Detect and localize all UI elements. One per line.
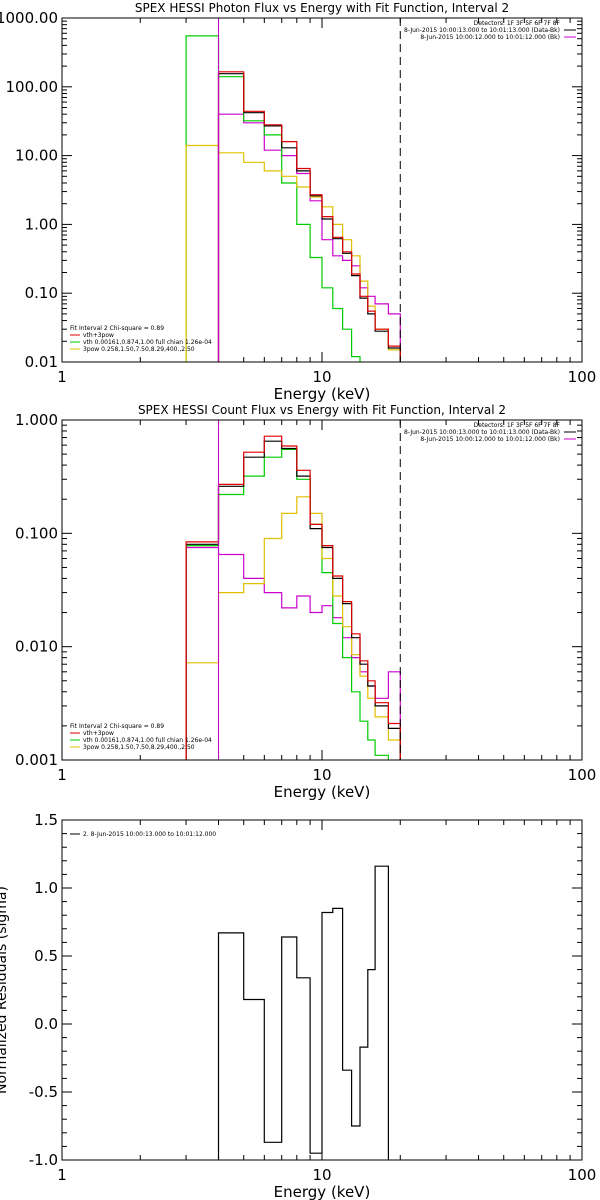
y-tick-label: 0.010	[15, 638, 58, 656]
header-text: 8-Jun-2015 10:00:13.000 to 10:01:13.000 …	[404, 429, 560, 436]
x-tick-label: 100	[568, 1166, 597, 1184]
chart-2: SPEX HESSI Count Flux vs Energy with Fit…	[15, 403, 596, 801]
y-tick-label: 0.001	[15, 751, 58, 769]
y-tick-label: 0.01	[25, 353, 58, 371]
x-tick-label: 100	[568, 368, 597, 386]
y-tick-label: 100.00	[6, 78, 59, 96]
x-axis-label: Energy (keV)	[274, 783, 371, 801]
series-0-line	[217, 865, 389, 1160]
legend-text: Fit Interval 2 Chi-square = 0.89	[70, 325, 164, 332]
legend-text: vth 0.00161,0.874,1.00 full chian 1.26e-…	[83, 339, 212, 346]
legend-text: Fit Interval 2 Chi-square = 0.89	[70, 723, 164, 730]
series-1-line	[185, 448, 389, 760]
x-tick-label: 1	[57, 368, 67, 386]
y-tick-label: 10.00	[15, 147, 58, 165]
y-tick-label: 1.5	[34, 811, 58, 829]
plot-frame	[61, 819, 583, 1161]
header-text: 8-Jun-2015 10:00:13.000 to 10:01:13.000 …	[404, 27, 560, 34]
series-4-line	[185, 435, 401, 760]
y-tick-label: 1.0	[34, 879, 58, 897]
header-text: 8-Jun-2015 10:00:12.000 to 10:01:12.000 …	[420, 34, 560, 41]
x-tick-label: 1	[57, 766, 67, 784]
legend-text: vth+3pow	[83, 730, 114, 737]
plot-area	[185, 420, 401, 760]
x-tick-label: 10	[312, 368, 331, 386]
chart-title: SPEX HESSI Photon Flux vs Energy with Fi…	[135, 1, 509, 15]
series-3-line	[217, 73, 401, 362]
y-tick-label: 0.100	[15, 524, 58, 542]
y-tick-label: 1000.00	[0, 9, 58, 27]
series-3-line	[185, 440, 401, 760]
x-axis-label: Energy (keV)	[274, 385, 371, 403]
series-2-line	[185, 496, 401, 760]
y-tick-label: 0.10	[25, 284, 58, 302]
header-text: 8-Jun-2015 10:00:12.000 to 10:01:12.000 …	[420, 436, 560, 443]
plot-area	[217, 865, 389, 1160]
legend-text: 3pow 0.258,1.50,7.50,8.29,400.,2.50	[83, 744, 195, 751]
series-1-line	[185, 35, 361, 362]
series-0-line	[217, 113, 401, 362]
plot-area	[185, 18, 401, 362]
y-tick-label: 0.0	[34, 1015, 58, 1033]
x-tick-label: 10	[312, 1166, 331, 1184]
legend-text: 3pow 0.258,1.50,7.50,8.29,400.,2.50	[83, 346, 195, 353]
chart-3: 1 10 100 1.5 1.0 0.5 0.0 -0.5 -1.0 Energy (keV) No…	[0, 811, 596, 1200]
plot-frame	[61, 17, 583, 363]
legend-text: vth+3pow	[83, 332, 114, 339]
series-2-line	[185, 144, 401, 362]
header-text: Detectors: 1F 3F 5F 6F 7F 8F	[474, 422, 561, 429]
y-tick-label: 1.000	[15, 411, 58, 429]
series-4-line	[217, 71, 401, 362]
header-text: Detectors: 1F 3F 5F 6F 7F 8F	[474, 20, 561, 27]
x-tick-label: 10	[312, 766, 331, 784]
legend-text: 2. 8-Jun-2015 10:00:13.000 to 10:01:12.0…	[83, 831, 216, 838]
y-tick-label: 1.00	[25, 215, 58, 233]
y-tick-label: -1.0	[29, 1151, 58, 1169]
chart-title: SPEX HESSI Count Flux vs Energy with Fit…	[138, 403, 506, 417]
y-axis-label: Normalized Residuals (sigma)	[0, 886, 10, 1094]
legend-text: vth 0.00161,0.874,1.00 full chian 1.26e-…	[83, 737, 212, 744]
y-tick-label: -0.5	[29, 1083, 58, 1101]
plot-frame	[61, 419, 583, 761]
y-tick-label: 0.5	[34, 947, 58, 965]
x-axis-label: Energy (keV)	[274, 1183, 371, 1200]
chart-1: SPEX HESSI Photon Flux vs Energy with Fi…	[0, 1, 596, 403]
x-tick-label: 1	[57, 1166, 67, 1184]
x-tick-label: 100	[568, 766, 597, 784]
